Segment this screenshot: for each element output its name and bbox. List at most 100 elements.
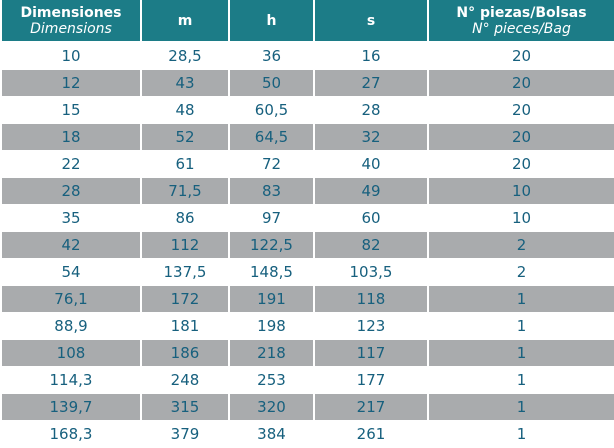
table-cell: 172 [140,285,230,313]
table-cell: 379 [140,420,230,448]
table-row: 168,3 379 384 261 1 [0,420,614,448]
table-cell: 42 [0,231,142,259]
table-cell: 10 [0,42,142,70]
table-cell: 50 [228,69,315,97]
table-cell: 40 [313,150,429,178]
table-cell: 168,3 [0,420,142,448]
table-row: 18 52 64,5 32 20 [0,123,614,151]
header-label: m [177,12,193,29]
table-row: 42 112 122,5 82 2 [0,231,614,259]
header-cell: h [228,0,315,43]
table-cell: 253 [228,366,315,394]
table-cell: 148,5 [228,258,315,286]
table-cell: 20 [427,69,614,97]
header-label: Dimensiones [20,4,122,21]
table-cell: 217 [313,393,429,421]
table-cell: 1 [427,420,614,448]
header-label: h [266,12,277,29]
table-row: 28 71,5 83 49 10 [0,177,614,205]
table-cell: 10 [427,177,614,205]
table-cell: 52 [140,123,230,151]
table-cell: 20 [427,42,614,70]
table-row: 22 61 72 40 20 [0,150,614,178]
table-cell: 103,5 [313,258,429,286]
table-cell: 118 [313,285,429,313]
table-row: 15 48 60,5 28 20 [0,96,614,124]
table-cell: 48 [140,96,230,124]
table-cell: 28 [0,177,142,205]
table-cell: 64,5 [228,123,315,151]
table-cell: 218 [228,339,315,367]
table-cell: 114,3 [0,366,142,394]
table-cell: 2 [427,258,614,286]
table-cell: 60,5 [228,96,315,124]
table-row: 10 28,5 36 16 20 [0,42,614,70]
header-label: s [366,12,376,29]
table-row: 139,7 315 320 217 1 [0,393,614,421]
table-row: 114,3 248 253 177 1 [0,366,614,394]
table-row: 76,1 172 191 118 1 [0,285,614,313]
table-row: 12 43 50 27 20 [0,69,614,97]
header-cell: s [313,0,429,43]
table-row: 108 186 218 117 1 [0,339,614,367]
table-cell: 60 [313,204,429,232]
header-row: Dimensiones Dimensions m h s N° piezas/Bolsas… [0,0,614,43]
table-cell: 198 [228,312,315,340]
table-cell: 384 [228,420,315,448]
table-cell: 1 [427,339,614,367]
table-cell: 1 [427,393,614,421]
table-cell: 177 [313,366,429,394]
table-cell: 191 [228,285,315,313]
table-cell: 49 [313,177,429,205]
table-cell: 76,1 [0,285,142,313]
table-cell: 12 [0,69,142,97]
table-cell: 43 [140,69,230,97]
table-cell: 83 [228,177,315,205]
table-body: 10 28,5 36 16 20 12 43 50 27 20 15 48 60,5 28 20 18 52 64… [0,42,614,448]
table-cell: 15 [0,96,142,124]
table-cell: 117 [313,339,429,367]
table-cell: 10 [427,204,614,232]
table-cell: 20 [427,123,614,151]
table-cell: 2 [427,231,614,259]
table-cell: 320 [228,393,315,421]
header-cell: m [140,0,230,43]
table-cell: 35 [0,204,142,232]
table-cell: 20 [427,150,614,178]
table-cell: 61 [140,150,230,178]
table-cell: 22 [0,150,142,178]
table-cell: 28 [313,96,429,124]
table-cell: 16 [313,42,429,70]
table-cell: 88,9 [0,312,142,340]
table-cell: 36 [228,42,315,70]
header-cell: N° piezas/Bolsas N° pieces/Bag [427,0,614,43]
table-cell: 20 [427,96,614,124]
table-cell: 1 [427,285,614,313]
table-cell: 315 [140,393,230,421]
table-cell: 97 [228,204,315,232]
table-cell: 82 [313,231,429,259]
table-cell: 137,5 [140,258,230,286]
header-label-translation: Dimensions [30,20,112,37]
table-cell: 181 [140,312,230,340]
table-cell: 71,5 [140,177,230,205]
table-cell: 108 [0,339,142,367]
table-cell: 72 [228,150,315,178]
table-cell: 122,5 [228,231,315,259]
table-cell: 1 [427,312,614,340]
header-label: N° piezas/Bolsas [456,4,587,21]
table-cell: 1 [427,366,614,394]
table-cell: 261 [313,420,429,448]
table-cell: 18 [0,123,142,151]
table-cell: 54 [0,258,142,286]
table-cell: 139,7 [0,393,142,421]
table-cell: 248 [140,366,230,394]
table-row: 54 137,5 148,5 103,5 2 [0,258,614,286]
header-cell: Dimensiones Dimensions [0,0,142,43]
table-cell: 28,5 [140,42,230,70]
table-cell: 27 [313,69,429,97]
table-cell: 123 [313,312,429,340]
table-row: 35 86 97 60 10 [0,204,614,232]
